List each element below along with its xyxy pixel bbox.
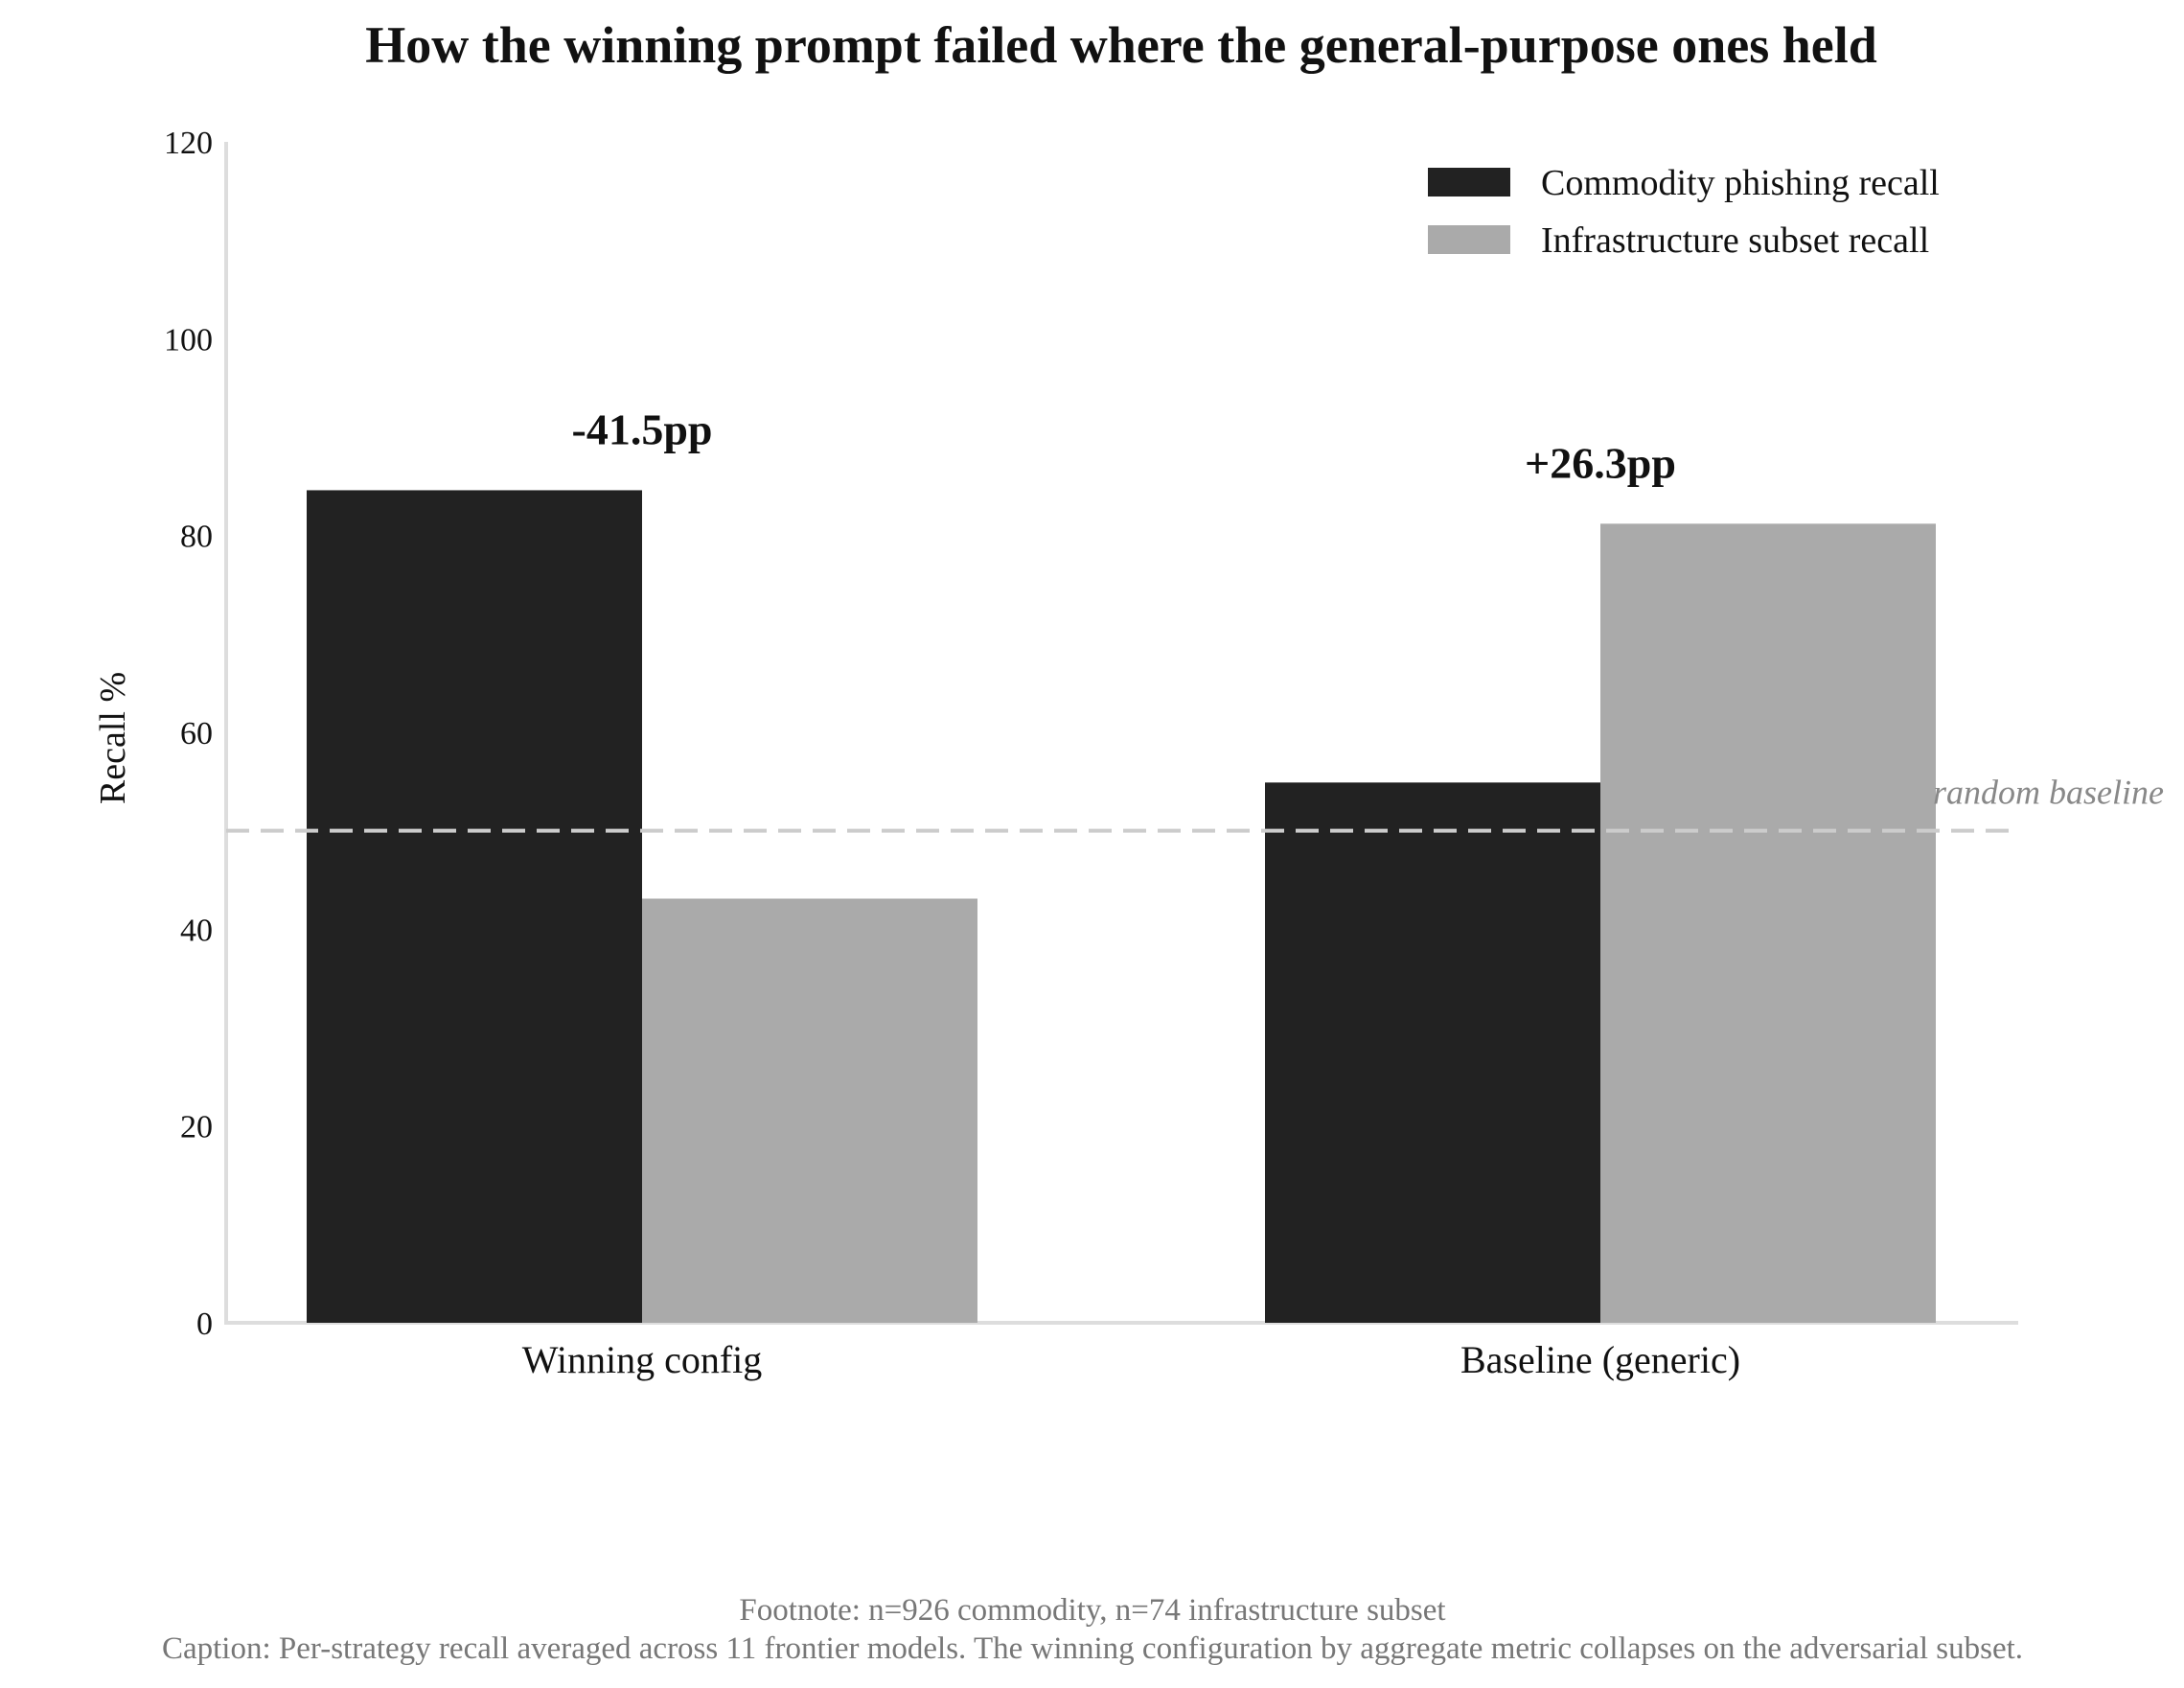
- bar-commodity-winning-config: [307, 490, 642, 1323]
- bar-commodity-baseline: [1265, 782, 1600, 1323]
- x-tick-label: Winning config: [522, 1338, 763, 1381]
- y-tick-label: 120: [164, 126, 213, 161]
- y-tick-label: 80: [180, 520, 213, 555]
- legend: Commodity phishing recall Infrastructure …: [1428, 163, 1940, 261]
- footnote: Footnote: n=926 commodity, n=74 infrastr…: [739, 1593, 1445, 1628]
- delta-annotation: +26.3pp: [1525, 438, 1676, 487]
- caption: Caption: Per-strategy recall averaged ac…: [162, 1631, 2023, 1666]
- bars: [307, 490, 1936, 1323]
- delta-annotation: -41.5pp: [572, 405, 713, 453]
- legend-swatch: [1428, 225, 1510, 254]
- y-axis-label: Recall %: [93, 672, 133, 804]
- y-tick-label: 100: [164, 322, 213, 358]
- category-labels: Winning config Baseline (generic): [522, 1338, 1740, 1381]
- bar-infrastructure-baseline: [1600, 523, 1936, 1323]
- legend-label: Infrastructure subset recall: [1541, 220, 1929, 261]
- y-tick-label: 20: [180, 1110, 213, 1145]
- delta-annotations: -41.5pp +26.3pp: [572, 405, 1676, 487]
- bar-infrastructure-winning-config: [642, 898, 977, 1323]
- y-tick-label: 40: [180, 913, 213, 948]
- y-tick-label: 60: [180, 716, 213, 752]
- legend-label: Commodity phishing recall: [1541, 163, 1940, 203]
- x-tick-label: Baseline (generic): [1460, 1338, 1740, 1381]
- legend-swatch: [1428, 168, 1510, 197]
- y-tick-labels: 0 20 40 60 80 100 120: [164, 126, 213, 1342]
- chart-title: How the winning prompt failed where the …: [365, 16, 1877, 74]
- y-tick-label: 0: [196, 1306, 213, 1342]
- reference-line-label: random baseline: [1933, 774, 2164, 812]
- reference-line-group: random baseline: [226, 774, 2164, 833]
